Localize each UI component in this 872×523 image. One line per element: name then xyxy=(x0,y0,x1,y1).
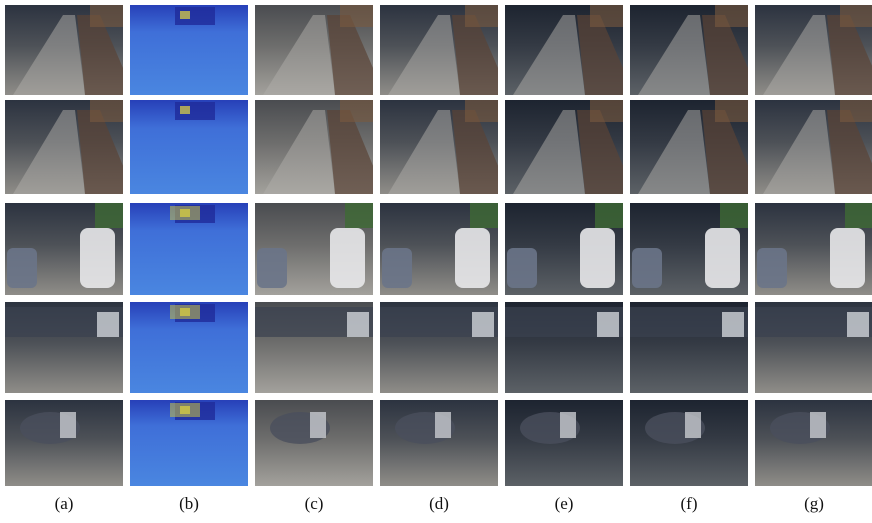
heat-spot xyxy=(180,106,190,114)
trees xyxy=(340,100,373,122)
image-cell xyxy=(755,400,872,486)
image-cell xyxy=(380,302,498,393)
foliage xyxy=(345,203,373,228)
car xyxy=(257,248,287,288)
image-cell xyxy=(755,100,872,194)
image-cell xyxy=(505,203,623,295)
image-cell xyxy=(255,5,373,95)
car xyxy=(580,228,615,288)
image-cell xyxy=(630,400,748,486)
car xyxy=(7,248,37,288)
trees xyxy=(590,5,623,27)
foliage xyxy=(595,203,623,228)
car xyxy=(847,312,869,337)
car xyxy=(310,412,326,438)
image-cell xyxy=(130,302,248,393)
foliage xyxy=(720,203,748,228)
car xyxy=(810,412,826,438)
trees xyxy=(465,100,498,122)
car xyxy=(330,228,365,288)
image-cell xyxy=(5,302,123,393)
image-cell xyxy=(755,5,872,95)
car xyxy=(705,228,740,288)
trees xyxy=(590,100,623,122)
trees xyxy=(715,5,748,27)
image-cell xyxy=(505,302,623,393)
car xyxy=(347,312,369,337)
heat-spot xyxy=(180,11,190,19)
image-cell xyxy=(255,100,373,194)
image-cell xyxy=(380,203,498,295)
trees xyxy=(90,100,123,122)
car xyxy=(80,228,115,288)
trees xyxy=(465,5,498,27)
car xyxy=(597,312,619,337)
car xyxy=(722,312,744,337)
car xyxy=(632,248,662,288)
car xyxy=(560,412,576,438)
heat-spot xyxy=(170,206,200,220)
car xyxy=(60,412,76,438)
car xyxy=(757,248,787,288)
car xyxy=(685,412,701,438)
caption: (a) xyxy=(55,494,74,513)
image-cell xyxy=(130,203,248,295)
image-cell xyxy=(5,100,123,194)
car xyxy=(435,412,451,438)
figure: (a) (b) (c) (d) (e) (f) (g) xyxy=(0,0,872,523)
image-cell xyxy=(755,302,872,393)
car xyxy=(507,248,537,288)
heat-spot xyxy=(170,403,200,417)
image-cell xyxy=(5,203,123,295)
caption: (b) xyxy=(179,494,199,513)
image-cell xyxy=(380,100,498,194)
trees xyxy=(715,100,748,122)
car xyxy=(382,248,412,288)
trees xyxy=(340,5,373,27)
image-cell xyxy=(630,5,748,95)
image-cell xyxy=(755,203,872,295)
foliage xyxy=(95,203,123,228)
trees xyxy=(90,5,123,27)
car xyxy=(830,228,865,288)
image-cell xyxy=(130,400,248,486)
caption: (f) xyxy=(681,494,698,513)
caption: (c) xyxy=(305,494,324,513)
image-cell xyxy=(255,203,373,295)
trees xyxy=(840,100,872,122)
image-cell xyxy=(380,400,498,486)
car xyxy=(472,312,494,337)
car xyxy=(455,228,490,288)
heat-spot xyxy=(170,305,200,319)
image-cell xyxy=(130,100,248,194)
image-cell xyxy=(505,5,623,95)
image-cell xyxy=(630,302,748,393)
captions: (a) (b) (c) (d) (e) (f) (g) xyxy=(55,494,824,513)
image-cell xyxy=(630,100,748,194)
foliage xyxy=(845,203,872,228)
image-cell xyxy=(5,5,123,95)
image-cell xyxy=(630,203,748,295)
trees xyxy=(840,5,872,27)
caption: (e) xyxy=(555,494,574,513)
image-cell xyxy=(130,5,248,95)
caption: (g) xyxy=(804,494,824,513)
image-grid xyxy=(5,5,872,486)
foliage xyxy=(470,203,498,228)
car xyxy=(97,312,119,337)
image-cell xyxy=(380,5,498,95)
image-cell xyxy=(505,100,623,194)
image-cell xyxy=(505,400,623,486)
caption: (d) xyxy=(429,494,449,513)
image-cell xyxy=(5,400,123,486)
image-cell xyxy=(255,302,373,393)
image-cell xyxy=(255,400,373,486)
